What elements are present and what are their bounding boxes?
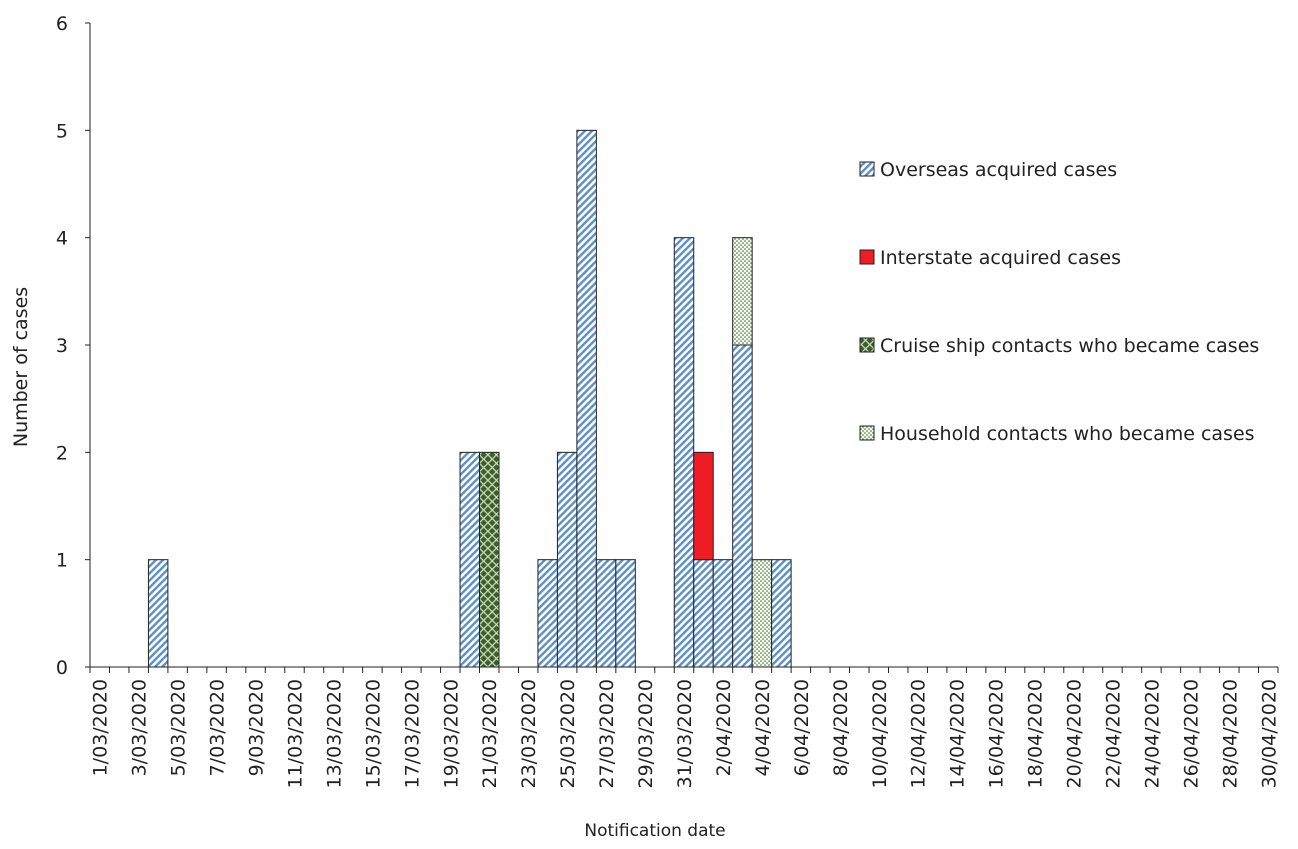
x-tick-label: 19/03/2020 bbox=[440, 679, 462, 789]
y-tick-label: 4 bbox=[56, 228, 68, 250]
y-tick-label: 6 bbox=[56, 13, 68, 35]
legend-swatch bbox=[859, 249, 875, 265]
bar bbox=[459, 451, 481, 668]
bar bbox=[556, 451, 578, 668]
x-tick-label: 18/04/2020 bbox=[1025, 679, 1047, 789]
x-tick-label: 10/04/2020 bbox=[869, 679, 891, 789]
x-tick-label: 8/04/2020 bbox=[830, 679, 852, 776]
bar bbox=[673, 237, 695, 668]
bar bbox=[595, 559, 617, 668]
x-tick-label: 12/04/2020 bbox=[908, 679, 930, 789]
x-tick-label: 6/04/2020 bbox=[791, 679, 813, 776]
y-axis-title: Number of cases bbox=[10, 287, 32, 447]
x-tick-label: 3/03/2020 bbox=[129, 679, 151, 776]
x-tick-label: 21/03/2020 bbox=[479, 679, 501, 789]
x-tick-label: 20/04/2020 bbox=[1064, 679, 1086, 789]
bar bbox=[479, 451, 500, 668]
x-tick-label: 9/03/2020 bbox=[246, 679, 268, 776]
x-tick-label: 25/03/2020 bbox=[557, 679, 579, 789]
y-tick-label: 1 bbox=[56, 550, 68, 572]
x-tick-label: 16/04/2020 bbox=[986, 679, 1008, 789]
x-tick-label: 15/03/2020 bbox=[362, 679, 384, 789]
bar bbox=[712, 559, 734, 668]
x-tick-label: 26/04/2020 bbox=[1180, 679, 1202, 789]
bar bbox=[693, 559, 714, 668]
bar bbox=[147, 559, 169, 668]
x-tick-label: 5/03/2020 bbox=[168, 679, 190, 776]
x-tick-label: 13/03/2020 bbox=[323, 679, 345, 789]
x-tick-label: 11/03/2020 bbox=[284, 679, 306, 789]
x-tick-label: 29/03/2020 bbox=[635, 679, 657, 789]
bar bbox=[537, 559, 558, 668]
x-tick-label: 14/04/2020 bbox=[947, 679, 969, 789]
legend-label: Overseas acquired cases bbox=[880, 159, 1117, 181]
legend-label: Interstate acquired cases bbox=[880, 247, 1121, 269]
bar bbox=[693, 451, 714, 561]
x-tick-label: 2/04/2020 bbox=[713, 679, 735, 776]
legend-label: Household contacts who became cases bbox=[880, 423, 1255, 445]
bar bbox=[615, 559, 636, 668]
bar bbox=[732, 344, 753, 668]
legend-swatch bbox=[859, 337, 875, 353]
x-tick-label: 30/04/2020 bbox=[1258, 679, 1280, 789]
x-tick-label: 23/03/2020 bbox=[518, 679, 540, 789]
y-tick-label: 3 bbox=[56, 335, 68, 357]
x-tick-label: 27/03/2020 bbox=[596, 679, 618, 789]
x-tick-label: 22/04/2020 bbox=[1102, 679, 1124, 789]
legend-swatch bbox=[859, 425, 875, 441]
bar bbox=[751, 559, 773, 668]
legend-swatch bbox=[859, 161, 875, 177]
bar bbox=[771, 559, 792, 668]
x-axis-title: Notification date bbox=[584, 821, 725, 841]
x-tick-label: 1/03/2020 bbox=[90, 679, 112, 776]
y-tick-label: 0 bbox=[56, 657, 68, 679]
x-tick-label: 17/03/2020 bbox=[401, 679, 423, 789]
x-tick-label: 24/04/2020 bbox=[1141, 679, 1163, 789]
bar bbox=[732, 237, 753, 346]
x-tick-label: 4/04/2020 bbox=[752, 679, 774, 776]
x-tick-label: 31/03/2020 bbox=[674, 679, 696, 789]
y-tick-label: 5 bbox=[56, 120, 68, 142]
x-tick-label: 28/04/2020 bbox=[1219, 679, 1241, 789]
y-tick-label: 2 bbox=[56, 442, 68, 464]
legend-label: Cruise ship contacts who became cases bbox=[880, 335, 1259, 357]
x-tick-label: 7/03/2020 bbox=[207, 679, 229, 776]
bar bbox=[576, 129, 597, 668]
